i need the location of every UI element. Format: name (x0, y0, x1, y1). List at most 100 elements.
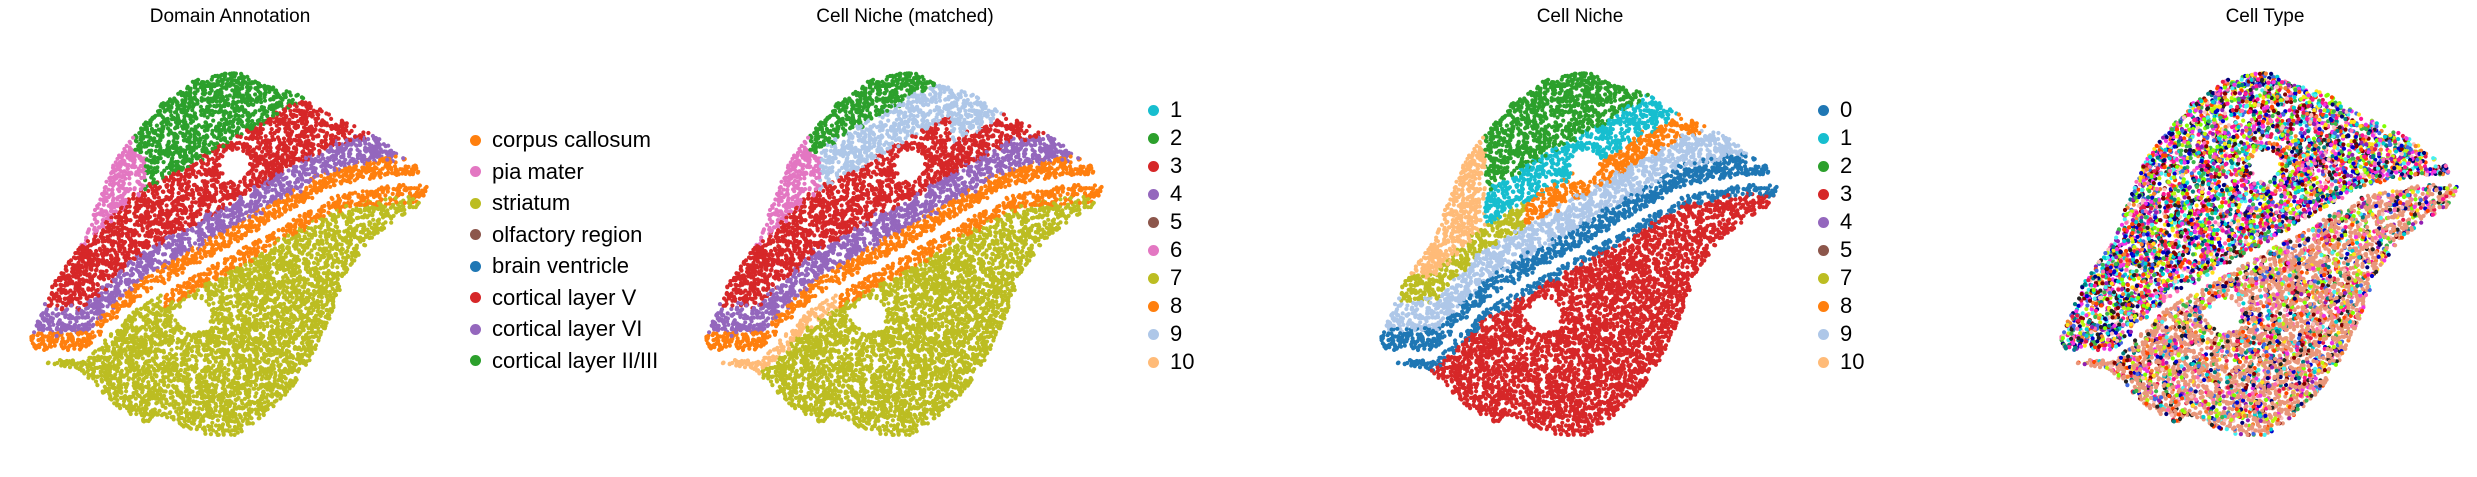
scatter-point (258, 325, 263, 330)
scatter-point (305, 288, 311, 293)
scatter-point (309, 253, 314, 258)
scatter-point (197, 251, 202, 256)
scatter-point (63, 314, 68, 320)
scatter-point (214, 404, 219, 409)
scatter-point (59, 363, 64, 368)
scatter-point (388, 197, 393, 203)
scatter-point (291, 217, 296, 222)
scatter-point (244, 368, 249, 373)
scatter-point (166, 178, 172, 183)
scatter-point (72, 346, 77, 351)
scatter-point (164, 292, 170, 297)
scatter-point (190, 119, 196, 124)
scatter-point (316, 143, 321, 148)
scatter-point (119, 342, 124, 347)
scatter-point (194, 174, 199, 179)
scatter-point (146, 363, 151, 368)
scatter-point (387, 201, 392, 206)
scatter-point (376, 221, 381, 226)
scatter-point (379, 185, 384, 190)
scatter-point (189, 364, 194, 369)
scatter-point (152, 136, 157, 141)
scatter-point (343, 250, 349, 255)
scatter-point (329, 116, 334, 121)
scatter-point (147, 252, 152, 257)
scatter-point (167, 402, 172, 407)
scatter-point (274, 190, 279, 195)
scatter-point (340, 174, 345, 179)
scatter-point (284, 224, 289, 229)
scatter-point (348, 262, 353, 267)
scatter-point (390, 191, 395, 196)
scatter-point (125, 166, 130, 171)
scatter-point (297, 213, 302, 218)
scatter-point (238, 251, 243, 256)
scatter-point (243, 356, 248, 362)
scatter-point (160, 189, 165, 194)
scatter-point (214, 235, 219, 240)
scatter-point (226, 367, 231, 372)
scatter-point (227, 115, 232, 120)
scatter-point (93, 234, 98, 239)
scatter-point (214, 99, 219, 104)
scatter-point (156, 382, 161, 387)
scatter-point (273, 196, 278, 201)
scatter-point (250, 118, 255, 124)
scatter-point (347, 131, 352, 136)
chart-title: Domain Annotation (80, 6, 380, 28)
scatter-point (258, 310, 263, 316)
scatter-point (219, 189, 224, 194)
scatter-point (300, 238, 305, 243)
scatter-point (149, 285, 154, 291)
scatter-point (166, 383, 171, 388)
scatter-point (227, 288, 232, 293)
scatter-point (211, 118, 216, 123)
scatter-point (267, 243, 272, 248)
scatter-point (105, 234, 110, 239)
scatter-point (354, 206, 359, 211)
scatter-point (215, 306, 220, 312)
scatter-point (199, 165, 204, 170)
scatter-point (258, 215, 263, 221)
scatter-point (295, 176, 301, 181)
scatter-point (224, 281, 229, 286)
scatter-point (281, 275, 286, 280)
scatter-point (228, 275, 233, 280)
scatter-point (154, 123, 159, 128)
scatter-point (149, 209, 155, 214)
scatter-point (276, 228, 281, 233)
scatter-point (313, 225, 318, 230)
scatter-point (109, 247, 115, 252)
scatter-point (55, 303, 60, 308)
scatter-point (279, 195, 284, 200)
scatter-point (131, 392, 136, 397)
scatter-point (87, 322, 92, 327)
scatter-point (263, 248, 268, 253)
scatter-point (54, 306, 59, 312)
scatter-point (274, 116, 280, 121)
scatter-point (131, 135, 136, 140)
scatter-point (153, 148, 158, 153)
scatter-point (255, 312, 260, 318)
scatter-point (262, 355, 267, 360)
scatter-point (133, 396, 138, 401)
scatter-point (221, 149, 226, 154)
scatter-point (191, 288, 196, 293)
scatter-point (241, 245, 246, 250)
scatter-point (195, 288, 201, 293)
scatter-point (348, 204, 353, 209)
scatter-point (114, 252, 119, 257)
scatter-point (256, 287, 262, 292)
scatter-point (150, 252, 155, 258)
scatter-point (240, 113, 245, 119)
scatter-point (204, 172, 209, 177)
scatter-point (173, 399, 178, 404)
scatter-point (269, 127, 274, 132)
scatter-point (149, 148, 154, 153)
scatter-point (352, 124, 357, 129)
scatter-point (114, 314, 119, 320)
scatter-point (238, 286, 243, 291)
scatter-point (240, 401, 245, 406)
scatter-point (310, 195, 315, 201)
scatter-point (281, 136, 287, 141)
